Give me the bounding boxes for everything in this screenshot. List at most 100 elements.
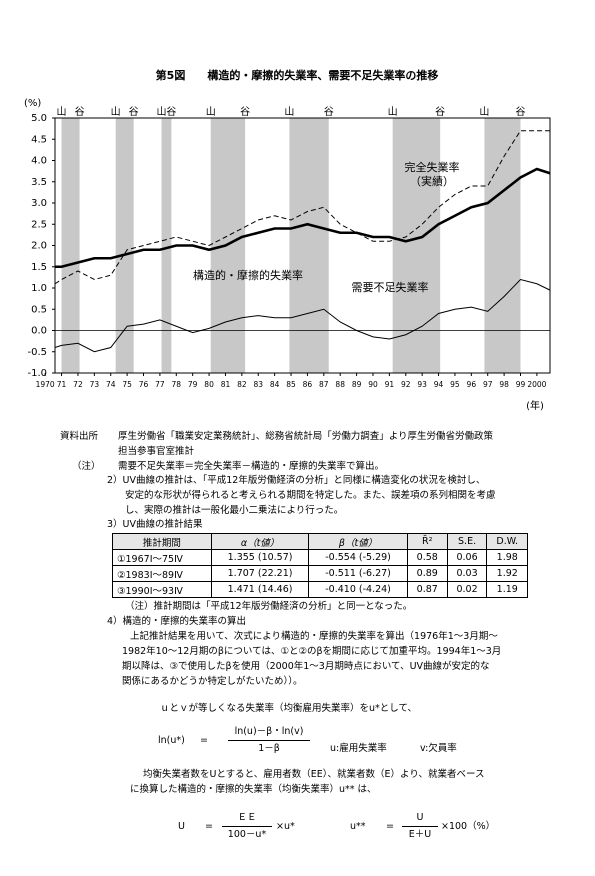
- fraction-bar: [222, 826, 272, 827]
- y-axis-label: (%): [24, 98, 41, 109]
- shaded-period: [289, 118, 329, 373]
- table-cell: 1.471 (14.46): [210, 581, 310, 598]
- formula-eq: =: [200, 735, 208, 746]
- table-cell: ①1967Ⅰ～75Ⅳ: [112, 549, 212, 566]
- trough-label: 谷: [435, 106, 445, 118]
- trough-label: 谷: [75, 106, 85, 118]
- series-line: [55, 167, 551, 269]
- x-tick-label: 84: [270, 380, 280, 389]
- shaded-period: [115, 118, 134, 373]
- x-tick-label: 75: [122, 380, 132, 389]
- x-tick-label: 92: [401, 380, 411, 389]
- formula-definition: v:欠員率: [420, 743, 457, 754]
- x-tick-label: 93: [417, 380, 427, 389]
- table-cell: 1.92: [486, 565, 528, 582]
- paragraph-line: 1982年10～12月期のβについては、①と②のβを期間に応じて加重平均。199…: [122, 646, 502, 657]
- formula-numerator: ln(u)－β・ln(v): [234, 726, 304, 737]
- x-tick-label: 97: [483, 380, 493, 389]
- x-tick-label: 86: [303, 380, 313, 389]
- series-label: 構造的・摩擦的失業率: [193, 268, 303, 282]
- y-tick-label: 5.0: [31, 113, 47, 124]
- x-tick-label: 94: [434, 380, 444, 389]
- y-tick-label: 0.0: [31, 326, 47, 337]
- notes-label: （注）: [72, 461, 101, 472]
- formula-eq: =: [386, 821, 394, 832]
- x-tick-label: 96: [467, 380, 477, 389]
- x-tick-label: 91: [385, 380, 395, 389]
- peak-label: 山: [157, 106, 167, 118]
- table-cell: -0.511 (-6.27): [308, 565, 408, 582]
- formula-lhs: U: [178, 821, 185, 832]
- x-tick-label: 72: [73, 380, 83, 389]
- y-tick-label: -0.5: [27, 347, 47, 358]
- y-tick-label: 3.5: [31, 177, 47, 188]
- peak-label: 山: [57, 106, 67, 118]
- y-tick-label: 4.5: [31, 134, 47, 145]
- shaded-period: [392, 118, 441, 373]
- source-label: 資料出所: [60, 431, 99, 442]
- source-line: 担当参事官室推計: [118, 446, 195, 457]
- x-tick-label: 77: [155, 380, 165, 389]
- x-tick-label: 82: [237, 380, 247, 389]
- x-tick-label: 88: [335, 380, 345, 389]
- series-line: [54, 130, 550, 285]
- fraction-bar: [228, 740, 310, 741]
- table-cell: -0.410 (-4.24): [308, 581, 408, 598]
- x-tick-label: 95: [450, 380, 460, 389]
- paragraph-line: 期以降は、③で使用したβを使用（2000年1～3月期時点において、UV曲線が安定…: [122, 661, 490, 672]
- shaded-period: [161, 118, 172, 373]
- table-note: （注）推計期間は「平成12年版労働経済の分析」と同一となった。: [125, 601, 413, 612]
- chart: 第5図 構造的・摩擦的失業率、需要不足失業率の推移 (%) (年) 山谷山谷山谷…: [24, 68, 551, 412]
- trough-label: 谷: [129, 106, 139, 118]
- shaded-period: [484, 118, 521, 373]
- peak-label: 山: [111, 106, 121, 118]
- table-cell: ③1990Ⅰ～93Ⅳ: [112, 581, 212, 598]
- peak-label: 山: [479, 106, 489, 118]
- table-header: 推計期間 α（t値） β（t値） R̄² S.E. D.W.: [112, 533, 528, 550]
- formula-denominator: E＋U: [408, 829, 432, 840]
- formula-lhs: ln(u*): [158, 735, 185, 746]
- trough-label: 谷: [515, 106, 525, 118]
- note: し、実際の推計は一般化最小二乗法により行った。: [125, 505, 344, 516]
- x-tick-label: 85: [286, 380, 296, 389]
- chart-title: 第5図 構造的・摩擦的失業率、需要不足失業率の推移: [156, 68, 439, 82]
- fraction-bar: [402, 826, 438, 827]
- formula-intro: 均衡失業者数をUとすると、雇用者数（EE）、就業者数（E）より、就業者ベース: [143, 769, 485, 780]
- table-cell: 0.58: [406, 549, 448, 566]
- x-tick-label: 83: [253, 380, 263, 389]
- y-tick-label: -1.0: [27, 368, 47, 379]
- results-table: 推計期間 α（t値） β（t値） R̄² S.E. D.W. ①1967Ⅰ～75…: [112, 533, 528, 598]
- series-note: （実績）: [410, 174, 454, 188]
- table-cell: 0.06: [446, 549, 488, 566]
- x-tick-label: 80: [204, 380, 214, 389]
- header-cell: α（t値）: [210, 533, 310, 550]
- series-label: 完全失業率: [405, 160, 460, 174]
- formula-intro: ｕとｖが等しくなる失業率（均衡雇用失業率）をu*として、: [160, 703, 418, 714]
- formula-definition: u:雇用失業率: [330, 743, 387, 754]
- table-row: ③1990Ⅰ～93Ⅳ 1.471 (14.46) -0.410 (-4.24) 0.8…: [112, 581, 528, 598]
- formula-denominator: 100－u*: [227, 829, 267, 840]
- x-tick-label: 71: [57, 380, 67, 389]
- table-row: ②1983Ⅰ～89Ⅳ 1.707 (22.21) -0.511 (-6.27) 0.8…: [112, 565, 528, 582]
- x-tick-label: 76: [139, 380, 149, 389]
- table-row: ①1967Ⅰ～75Ⅳ 1.355 (10.57) -0.554 (-5.29) 0.5…: [112, 549, 528, 566]
- y-tick-label: 1.0: [31, 283, 47, 294]
- note: 3）UV曲線の推計結果: [107, 519, 203, 530]
- note: 安定的な形状が得られると考えられる期間を特定した。また、誤差項の系列相関を考慮: [125, 490, 496, 501]
- y-tick-label: 4.0: [31, 156, 47, 167]
- y-tick-label: 1.5: [31, 262, 47, 273]
- x-tick-label: 78: [172, 380, 182, 389]
- header-cell: β（t値）: [308, 533, 408, 550]
- formula-numerator: U: [416, 812, 424, 823]
- x-tick-label: 89: [352, 380, 362, 389]
- formula-numerator: ＥＥ: [237, 812, 257, 823]
- paragraph-line: 関係にあるかどうか特定しがたいため））。: [122, 676, 303, 687]
- x-tick-label: 2000: [527, 380, 546, 389]
- peak-label: 山: [388, 106, 398, 118]
- table-cell: 1.355 (10.57): [210, 549, 310, 566]
- y-tick-label: 2.0: [31, 241, 47, 252]
- peak-label: 山: [206, 106, 216, 118]
- table-cell: 1.19: [486, 581, 528, 598]
- header-cell: D.W.: [486, 533, 528, 550]
- formula-tail: ×100（%）: [441, 821, 496, 832]
